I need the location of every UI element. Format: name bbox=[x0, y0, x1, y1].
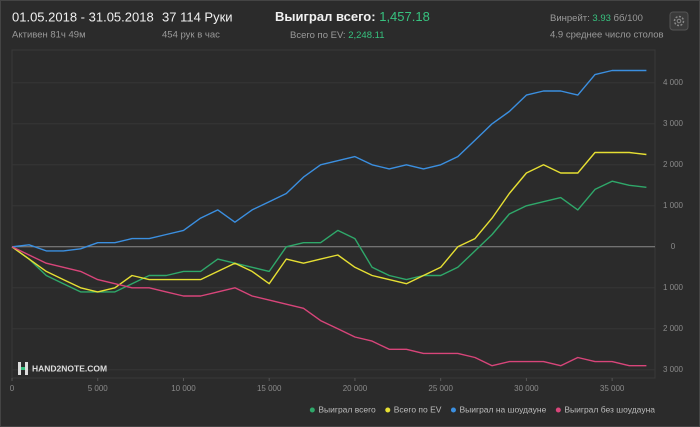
winrate-unit: бб/100 bbox=[614, 13, 643, 24]
legend-label: Выиграл без шоудауна bbox=[564, 404, 655, 414]
legend-label: Выиграл всего bbox=[318, 404, 376, 414]
legend-marker bbox=[450, 407, 456, 413]
y-tick-label: 1 000 bbox=[663, 201, 684, 210]
x-tick-label: 15 000 bbox=[257, 384, 282, 393]
y-tick-label: 2 000 bbox=[663, 160, 684, 169]
series-line bbox=[11, 151, 647, 293]
legend-marker bbox=[309, 407, 315, 413]
x-tick-label: 35 000 bbox=[600, 384, 625, 393]
winrate-label: Винрейт: bbox=[550, 13, 590, 24]
tables: 4.9 среднее число столов bbox=[550, 30, 664, 41]
legend-marker bbox=[555, 407, 561, 413]
plot: 4 000 3 000 2 000 1 000 0 1 000 2 000 3 000 0 5 0… bbox=[10, 49, 684, 393]
period: 01.05.2018 - 31.05.2018 bbox=[12, 9, 154, 24]
x-tick-label: 20 000 bbox=[343, 384, 368, 393]
ev-label: Всего по EV: bbox=[290, 30, 346, 41]
won-label: Выиграл всего: bbox=[275, 9, 376, 24]
legend-label: Выиграл на шоудауне bbox=[459, 404, 546, 414]
x-tick-label: 0 bbox=[10, 384, 15, 393]
plot-area bbox=[11, 49, 656, 379]
x-tick-label: 25 000 bbox=[428, 384, 453, 393]
won-value: 1,457.18 bbox=[379, 9, 430, 24]
hands-per-hour: 454 рук в час bbox=[162, 30, 220, 41]
y-tick-label: 3 000 bbox=[663, 119, 684, 128]
series-line bbox=[11, 180, 647, 293]
x-tick-label: 5 000 bbox=[88, 384, 109, 393]
won-total: Выиграл всего: 1,457.18 bbox=[275, 9, 430, 24]
legend-marker bbox=[385, 407, 391, 413]
x-tick-label: 30 000 bbox=[514, 384, 539, 393]
logo: HAND2NOTE.COM bbox=[18, 362, 107, 375]
legend: Выиграл без шоудауна Выиграл на шоудауне В… bbox=[309, 404, 655, 414]
y-tick-label: 4 000 bbox=[663, 78, 684, 87]
x-tick-label: 10 000 bbox=[171, 384, 196, 393]
series-line bbox=[11, 69, 647, 252]
y-tick-label: 1 000 bbox=[663, 283, 684, 292]
hands: 37 114 Руки bbox=[162, 9, 233, 24]
series-line bbox=[11, 246, 647, 367]
ev-value: 2,248.11 bbox=[348, 30, 384, 41]
winrate: Винрейт: 3.93 бб/100 bbox=[550, 13, 643, 24]
settings-icon[interactable] bbox=[669, 11, 689, 31]
legend-label: Всего по EV bbox=[394, 404, 442, 414]
y-tick-label: 0 bbox=[671, 242, 676, 251]
ev-total: Всего по EV: 2,248.11 bbox=[290, 30, 385, 41]
y-tick-label: 2 000 bbox=[663, 324, 684, 333]
logo-text: HAND2NOTE.COM bbox=[32, 363, 107, 373]
active-time: Активен 81ч 49м bbox=[12, 30, 86, 41]
winrate-value: 3.93 bbox=[592, 13, 611, 24]
y-tick-label: 3 000 bbox=[663, 365, 684, 374]
